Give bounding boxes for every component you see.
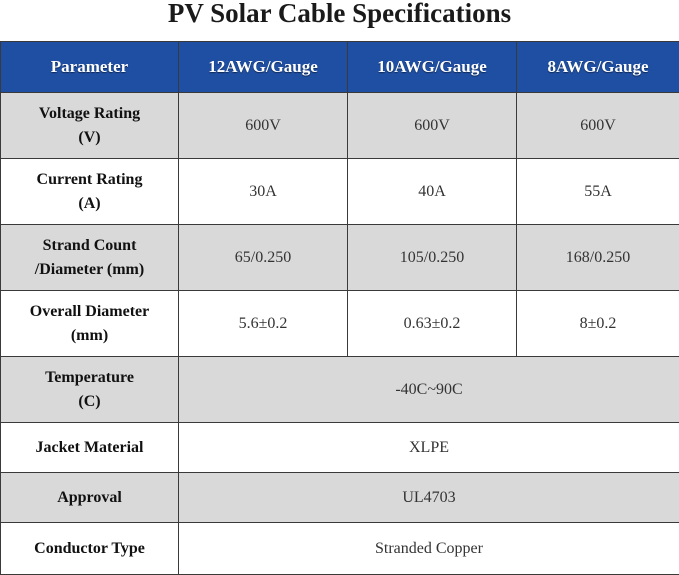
- table-row-strand-count: Strand Count/Diameter (mm) 65/0.250 105/…: [1, 225, 679, 291]
- table-row-overall-diameter: Overall Diameter (mm) 5.6±0.2 0.63±0.2 8±…: [1, 291, 679, 357]
- table-row-voltage-rating: Voltage Rating (V) 600V 600V 600V: [1, 93, 679, 159]
- page-title: PV Solar Cable Specifications: [0, 0, 679, 40]
- cell-12awg: 600V: [179, 93, 348, 159]
- row-label: Jacket Material: [1, 423, 179, 473]
- label-line: (C): [78, 393, 100, 410]
- cell-merged-value: UL4703: [179, 473, 679, 523]
- row-label: Strand Count/Diameter (mm): [1, 225, 179, 291]
- row-label: Approval: [1, 473, 179, 523]
- cell-12awg: 5.6±0.2: [179, 291, 348, 357]
- label-line: (V): [78, 129, 100, 146]
- header-8awg: 8AWG/Gauge: [517, 42, 679, 93]
- cell-8awg: 600V: [517, 93, 679, 159]
- label-line: Strand Count: [43, 237, 137, 254]
- label-line: (mm): [71, 327, 108, 344]
- header-12awg: 12AWG/Gauge: [179, 42, 348, 93]
- table-row-current-rating: Current Rating (A) 30A 40A 55A: [1, 159, 679, 225]
- label-line: Voltage Rating: [39, 105, 140, 122]
- cell-12awg: 65/0.250: [179, 225, 348, 291]
- label-line: Current Rating: [37, 171, 143, 188]
- row-label: Current Rating (A): [1, 159, 179, 225]
- cell-8awg: 8±0.2: [517, 291, 679, 357]
- cell-8awg: 55A: [517, 159, 679, 225]
- table-row-temperature: Temperature (C) -40C~90C: [1, 357, 679, 423]
- cell-10awg: 0.63±0.2: [348, 291, 517, 357]
- table-row-conductor-type: Conductor Type Stranded Copper: [1, 523, 679, 575]
- table-header-row: Parameter 12AWG/Gauge 10AWG/Gauge 8AWG/G…: [1, 42, 679, 93]
- specifications-table: Parameter 12AWG/Gauge 10AWG/Gauge 8AWG/G…: [0, 41, 679, 575]
- header-10awg: 10AWG/Gauge: [348, 42, 517, 93]
- header-parameter: Parameter: [1, 42, 179, 93]
- row-label: Temperature (C): [1, 357, 179, 423]
- label-line: Temperature: [45, 369, 134, 386]
- cell-10awg: 40A: [348, 159, 517, 225]
- label-line: (A): [78, 195, 100, 212]
- cell-12awg: 30A: [179, 159, 348, 225]
- table-row-jacket-material: Jacket Material XLPE: [1, 423, 679, 473]
- row-label: Conductor Type: [1, 523, 179, 575]
- label-line: /Diameter (mm): [35, 261, 144, 278]
- cell-merged-value: -40C~90C: [179, 357, 679, 423]
- cell-merged-value: XLPE: [179, 423, 679, 473]
- cell-merged-value: Stranded Copper: [179, 523, 679, 575]
- row-label: Overall Diameter (mm): [1, 291, 179, 357]
- cell-8awg: 168/0.250: [517, 225, 679, 291]
- row-label: Voltage Rating (V): [1, 93, 179, 159]
- cell-10awg: 105/0.250: [348, 225, 517, 291]
- label-line: Overall Diameter: [30, 303, 150, 320]
- cell-10awg: 600V: [348, 93, 517, 159]
- table-row-approval: Approval UL4703: [1, 473, 679, 523]
